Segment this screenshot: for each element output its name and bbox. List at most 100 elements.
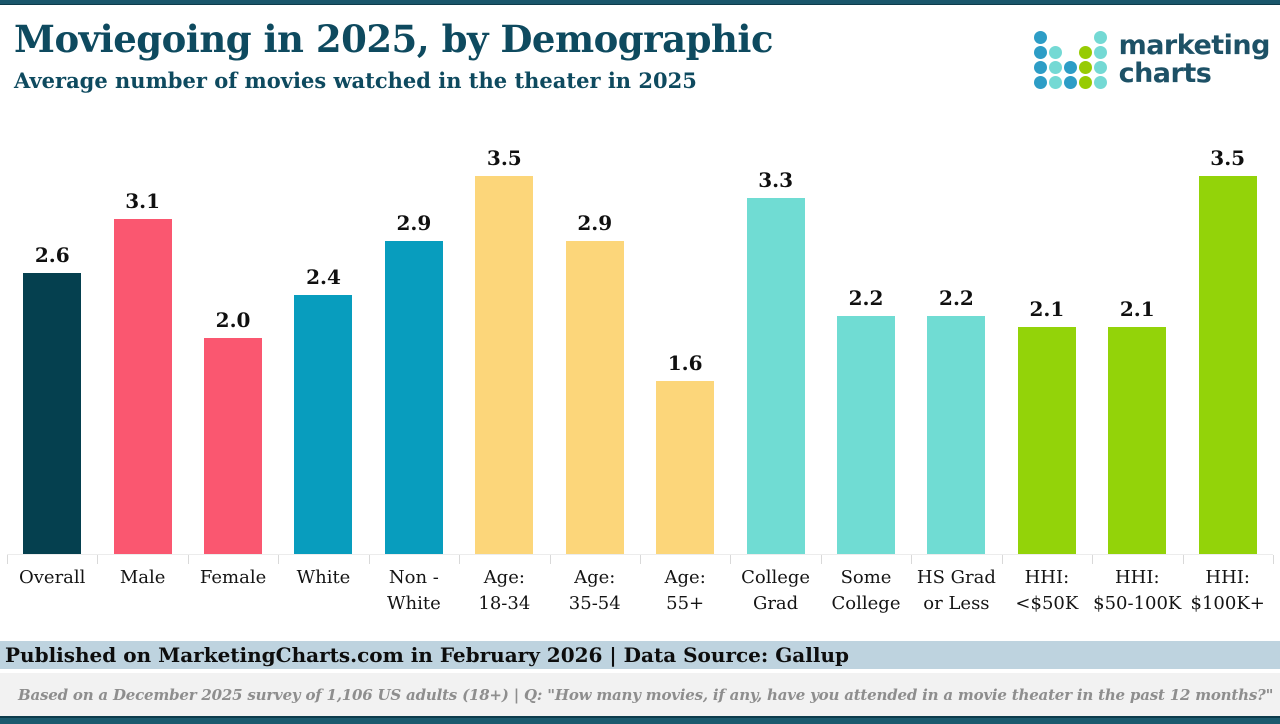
axis-tick <box>911 555 913 564</box>
axis-tick <box>549 555 551 564</box>
bar-slot: 1.6 <box>640 132 730 554</box>
logo-text: marketing charts <box>1118 30 1271 89</box>
axis-tick <box>278 555 280 564</box>
axis-tick <box>368 555 370 564</box>
bar-value-label: 1.6 <box>667 351 703 376</box>
logo-dot-icon <box>1048 46 1062 59</box>
logo-dot-icon <box>1048 61 1062 74</box>
x-axis-label: HHI: <$50K <box>1015 567 1079 614</box>
bar-slot: 3.1 <box>97 132 187 554</box>
bar-slot: 2.4 <box>278 132 368 554</box>
marketing-charts-logo: marketing charts <box>1033 30 1271 89</box>
bar <box>1017 327 1076 554</box>
logo-dot-icon <box>1033 31 1047 44</box>
x-axis-label: College Grad <box>741 567 811 614</box>
x-axis-label: HHI: $100K+ <box>1190 567 1265 614</box>
header: Moviegoing in 2025, by Demographic Avera… <box>0 17 1280 132</box>
bar-slot: 2.1 <box>1002 132 1092 554</box>
published-bar: Published on MarketingCharts.com in Febr… <box>0 641 1280 669</box>
logo-dot-icon <box>1078 46 1092 59</box>
bar-slot: 3.3 <box>730 132 820 554</box>
x-axis-label: Age: 55+ <box>664 567 706 614</box>
bar-slot: 3.5 <box>1182 132 1272 554</box>
bar <box>294 294 353 554</box>
bar <box>475 176 534 554</box>
logo-dots-icon <box>1033 31 1107 89</box>
x-axis-label: White <box>296 567 351 588</box>
logo-dot-icon <box>1078 61 1092 74</box>
note-text: Based on a December 2025 survey of 1,106… <box>18 685 1274 704</box>
bar-value-label: 2.0 <box>215 308 251 332</box>
bar <box>565 240 624 554</box>
plot-area: 2.6 3.1 2.0 2.4 2.9 3.5 2.9 1.6 3.3 2.2 2.2 2.1 2.1 3… <box>0 132 1280 554</box>
axis-tick <box>1001 555 1003 564</box>
bar-value-label: 3.5 <box>1210 146 1246 170</box>
bar <box>1108 327 1167 554</box>
footer-gap <box>0 669 1280 673</box>
bar-slot: 2.6 <box>7 132 97 554</box>
logo-dot-icon <box>1093 76 1107 89</box>
bar-value-label: 2.4 <box>306 264 341 289</box>
bar-slot: 2.9 <box>369 132 459 554</box>
logo-text-line2: charts <box>1118 58 1212 89</box>
axis-tick <box>1092 555 1094 564</box>
axis-tick <box>1273 555 1274 564</box>
bar-slot: 2.2 <box>821 132 911 554</box>
bar-value-label: 2.1 <box>1029 297 1065 322</box>
logo-dot-empty <box>1064 46 1077 59</box>
axis-tick <box>7 555 8 564</box>
bar-value-label: 2.2 <box>848 286 884 311</box>
bar-slot: 3.5 <box>459 132 549 554</box>
bar-slot: 2.9 <box>550 132 640 554</box>
logo-dot-icon <box>1033 61 1047 74</box>
x-axis-label: Female <box>199 567 267 588</box>
page-subtitle: Average number of movies watched in the … <box>14 68 697 93</box>
logo-dot-icon <box>1048 76 1062 89</box>
bar-slot: 2.2 <box>911 132 1001 554</box>
bar <box>1198 176 1257 554</box>
logo-text-line1: marketing <box>1118 30 1271 61</box>
bar <box>927 316 986 554</box>
bar <box>384 240 443 554</box>
x-axis: Overall Male Female White Non - White Age: 18… <box>7 554 1274 641</box>
bar-value-label: 2.1 <box>1119 297 1155 322</box>
bar-chart: 2.6 3.1 2.0 2.4 2.9 3.5 2.9 1.6 3.3 2.2 2.2 2.1 2.1 3… <box>0 132 1280 641</box>
bottom-accent-strip <box>0 716 1280 724</box>
bar <box>113 219 172 554</box>
x-axis-label: HHI: $50-100K <box>1093 567 1182 614</box>
published-text: Published on MarketingCharts.com in Febr… <box>5 643 849 667</box>
bar <box>837 316 895 554</box>
bar-slot: 2.0 <box>188 132 278 554</box>
bar-value-label: 2.9 <box>577 210 613 235</box>
bar-value-label: 3.3 <box>758 167 793 192</box>
x-axis-label: Age: 35-54 <box>568 567 621 614</box>
bar-value-label: 2.6 <box>34 243 70 268</box>
logo-dot-empty <box>1064 31 1077 44</box>
bar-value-label: 3.1 <box>125 189 161 214</box>
x-axis-label: Male <box>119 567 166 588</box>
bar-value-label: 2.2 <box>939 286 974 311</box>
logo-dot-icon <box>1078 76 1092 89</box>
page-title: Moviegoing in 2025, by Demographic <box>14 17 773 61</box>
logo-dot-icon <box>1093 31 1107 44</box>
axis-tick <box>730 555 732 564</box>
axis-tick <box>640 555 641 564</box>
x-axis-label: Non - White <box>387 567 441 614</box>
bar <box>204 338 263 554</box>
note-bar: Based on a December 2025 survey of 1,106… <box>0 673 1280 716</box>
logo-dot-empty <box>1079 31 1092 44</box>
logo-dot-icon <box>1093 61 1107 74</box>
bar <box>23 273 82 554</box>
axis-tick <box>459 555 461 564</box>
axis-tick <box>97 555 99 564</box>
axis-tick <box>187 555 189 564</box>
logo-dot-empty <box>1049 31 1062 44</box>
logo-dot-icon <box>1093 46 1107 59</box>
logo-dot-icon <box>1033 76 1047 89</box>
bar-value-label: 2.9 <box>396 210 432 235</box>
top-accent-strip <box>0 0 1280 5</box>
bar <box>746 197 805 554</box>
x-axis-label: Some College <box>831 567 901 614</box>
bar <box>656 381 715 554</box>
x-axis-label: HS Grad or Less <box>916 567 996 614</box>
